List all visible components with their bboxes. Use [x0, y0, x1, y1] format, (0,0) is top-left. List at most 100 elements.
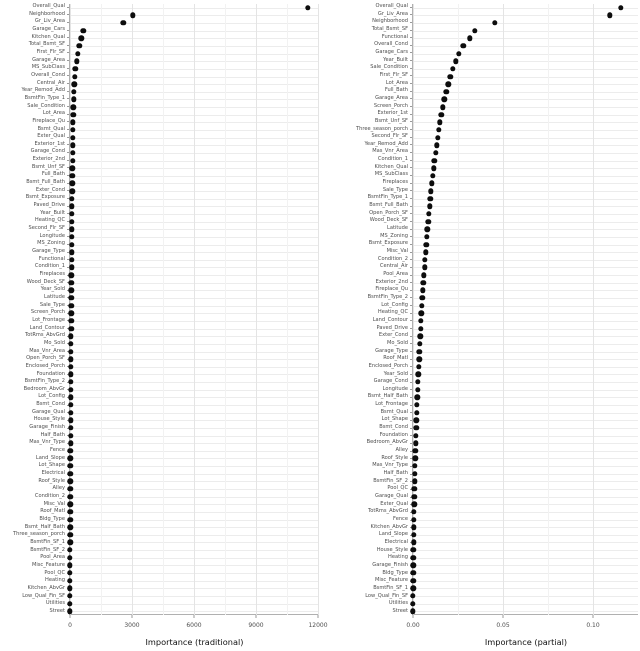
- grid-line-horizontal: [413, 504, 638, 506]
- grid-line-horizontal: [413, 366, 638, 368]
- data-point: [68, 386, 74, 393]
- grid-line-horizontal: [413, 168, 638, 170]
- y-axis-tick-partial: Garage_Qual: [320, 493, 412, 499]
- grid-line-horizontal: [413, 137, 638, 139]
- y-axis-tick-traditional: Foundation: [0, 371, 69, 377]
- y-axis-tick-traditional: Sale_Type: [0, 302, 69, 308]
- data-point: [431, 157, 438, 164]
- y-axis-tick-traditional: Exterior_2nd: [0, 157, 69, 162]
- data-point: [69, 157, 76, 164]
- data-point: [607, 12, 613, 19]
- data-point: [421, 264, 428, 271]
- grid-line-horizontal: [413, 572, 638, 574]
- data-point: [424, 234, 430, 240]
- data-point: [71, 89, 77, 95]
- grid-line-vertical: [593, 4, 594, 615]
- y-axis-tick-traditional: Year_Sold: [0, 287, 69, 292]
- grid-line-horizontal: [413, 519, 638, 521]
- y-axis-tick-traditional: Pool_Area: [0, 555, 69, 560]
- data-point: [67, 440, 74, 446]
- y-axis-tick-traditional: Street: [0, 608, 69, 614]
- grid-line-horizontal: [413, 267, 638, 269]
- panel-traditional-importance: Overall_Qual Neighborhood Gr_Liv_Area Garag…: [0, 3, 328, 647]
- y-axis-tick-traditional: Mas_Vnr_Area: [0, 348, 69, 354]
- y-axis-tick-traditional: Misc_Val: [0, 501, 69, 507]
- y-axis-tick-traditional: Mas_Vnr_Type: [0, 440, 69, 445]
- data-point: [69, 226, 75, 232]
- y-axis-tick-partial: MS_SubClass: [320, 172, 412, 177]
- data-point: [68, 287, 75, 294]
- y-axis-tick-partial: Bedroom_AbvGr: [320, 440, 412, 445]
- data-point: [67, 493, 73, 500]
- data-point: [429, 173, 436, 179]
- grid-line-horizontal: [413, 23, 638, 25]
- data-point: [456, 50, 462, 57]
- plot-area-traditional: 0 3000 6000 9000 12000: [67, 4, 328, 629]
- y-axis-tick-traditional: Half_Bath: [0, 432, 69, 438]
- y-axis-tick-partial: Condition_2: [320, 256, 412, 262]
- data-point: [421, 272, 427, 278]
- y-axis-tick-partial: Wood_Deck_SF: [320, 218, 412, 223]
- grid-line-vertical: [194, 4, 195, 615]
- data-point: [78, 35, 84, 42]
- data-point: [413, 425, 419, 431]
- data-point: [68, 249, 75, 255]
- grid-line-horizontal: [413, 412, 638, 414]
- y-axis-tick-traditional: Condition_1: [0, 264, 69, 269]
- y-axis-tick-partial: Bsmt_Qual: [320, 409, 412, 415]
- y-axis-tick-traditional: BsmtFin_Type_2: [0, 379, 69, 384]
- grid-line-horizontal: [413, 53, 638, 55]
- data-point: [69, 173, 75, 179]
- grid-line-horizontal: [413, 481, 638, 483]
- grid-line-vertical-minor: [458, 4, 459, 615]
- data-point: [69, 218, 75, 225]
- y-axis-tick-partial: Lot_Area: [320, 80, 412, 86]
- data-point: [424, 226, 431, 232]
- data-point: [71, 81, 77, 87]
- y-axis-tick-partial: Alley: [320, 447, 412, 453]
- y-axis-tick-partial: Central_Air: [320, 264, 412, 269]
- grid-line-horizontal: [413, 282, 638, 284]
- grid-line-horizontal: [413, 15, 638, 17]
- grid-line-horizontal: [413, 351, 638, 353]
- x-axis-tick-label: 12000: [308, 622, 328, 629]
- data-point: [68, 394, 74, 401]
- y-axis-tick-partial: Exter_Qual: [320, 501, 412, 507]
- data-point: [72, 66, 79, 72]
- data-point: [410, 539, 417, 546]
- data-point: [414, 409, 420, 416]
- y-axis-tick-partial: Mas_Vnr_Type: [320, 463, 412, 468]
- y-axis-tick-partial: House_Style: [320, 547, 412, 553]
- grid-line-horizontal: [413, 435, 638, 437]
- data-point: [412, 448, 419, 454]
- grid-line-horizontal: [413, 38, 638, 40]
- y-axis-tick-partial: Exter_Cond: [320, 333, 412, 338]
- y-axis-tick-traditional: Bsmt_Cond: [0, 402, 69, 407]
- grid-line-horizontal: [413, 313, 638, 315]
- data-point: [70, 119, 76, 126]
- y-axis-tick-partial: Overall_Cond: [320, 42, 412, 47]
- data-point: [69, 203, 75, 210]
- x-axis-tick-label: 0.05: [496, 622, 510, 629]
- data-point: [68, 379, 74, 385]
- y-axis-tick-partial: BsmtFin_Type_1: [320, 195, 412, 200]
- data-point: [69, 188, 75, 194]
- y-axis-tick-traditional: First_Flr_SF: [0, 49, 69, 55]
- data-point: [67, 524, 73, 530]
- y-axis-tick-partial: Pool_QC: [320, 486, 412, 491]
- y-axis-tick-partial: BsmtFin_SF_1: [320, 585, 412, 591]
- y-axis-tick-traditional: Bedroom_AbvGr: [0, 386, 69, 392]
- data-point: [67, 417, 74, 423]
- y-axis-tick-partial: Fireplaces: [320, 179, 412, 185]
- y-axis-labels-partial: Overall_Qual Gr_Liv_Area Neighborhood Total…: [320, 3, 412, 615]
- y-axis-tick-partial: Screen_Porch: [320, 103, 412, 109]
- y-axis-tick-traditional: Alley: [0, 486, 69, 491]
- data-point: [492, 20, 498, 26]
- grid-line-horizontal: [413, 7, 638, 9]
- grid-line-vertical: [70, 4, 71, 615]
- grid-line-horizontal: [413, 427, 638, 429]
- grid-line-horizontal: [413, 320, 638, 322]
- y-axis-tick-partial: Paved_Drive: [320, 325, 412, 331]
- data-point: [68, 318, 74, 324]
- data-point: [67, 463, 74, 469]
